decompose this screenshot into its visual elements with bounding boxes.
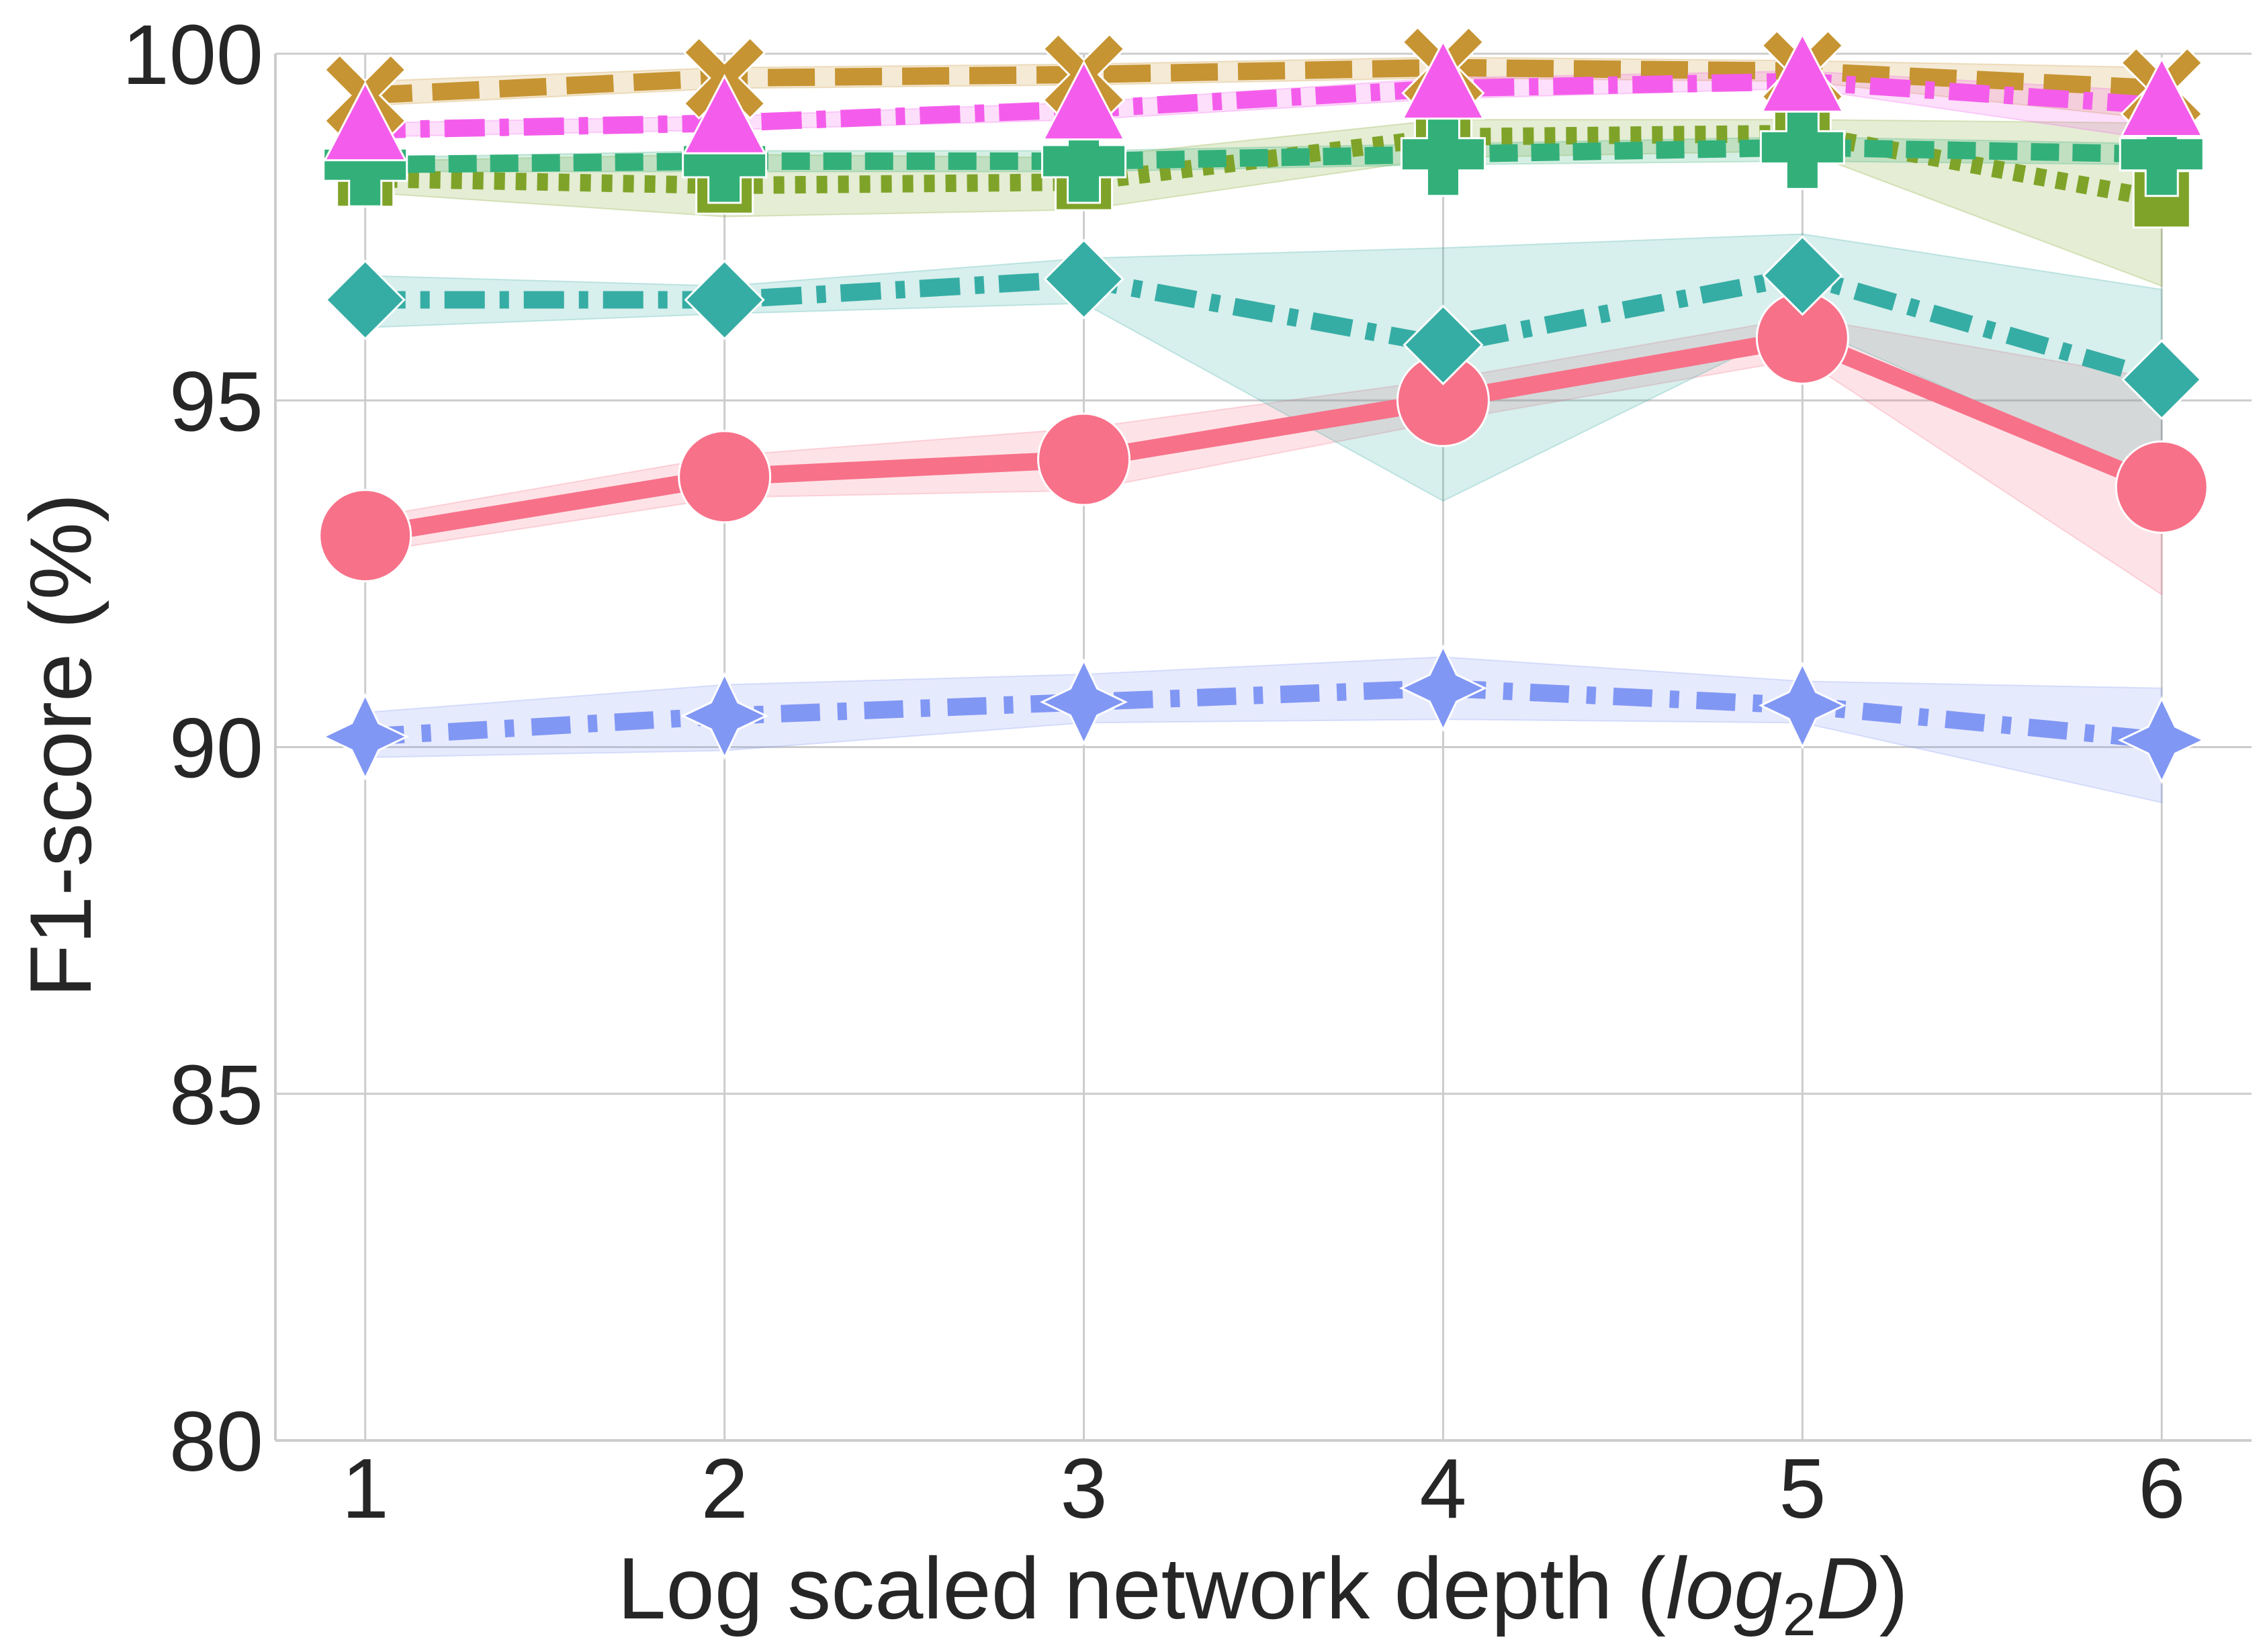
series-pink-circle-marker-2 [678, 430, 772, 524]
series-pink-circle-line [363, 329, 2166, 545]
y-tick-label: 80 [169, 1394, 263, 1489]
series-blue-star-marker-2 [680, 672, 769, 760]
x-axis-label-prefix: Log scaled network depth ( [617, 1539, 1666, 1637]
x-tick-label: 4 [1419, 1441, 1466, 1536]
series-pink-circle-marker-3 [1037, 412, 1131, 506]
x-tick-label: 6 [2138, 1441, 2185, 1536]
x-axis-label-suffix: ) [1879, 1539, 1908, 1637]
series-teal-diamond-marker-2 [684, 259, 765, 340]
series-green-plus-marker-3 [1041, 118, 1127, 204]
series-pink-circle-marker-1 [318, 489, 412, 583]
series-markers [318, 26, 2209, 784]
series-teal-diamond-marker-3 [1043, 238, 1124, 320]
x-tick-label: 1 [342, 1441, 389, 1536]
series-green-plus-marker-4 [1400, 111, 1486, 197]
series-teal-diamond-marker-5 [1762, 235, 1843, 316]
series-blue-star-marker-5 [1758, 661, 1847, 750]
series-blue-star-marker-1 [321, 692, 410, 781]
series-gold-x-line [365, 58, 2162, 104]
series-magenta-triangle-marker-5 [1760, 32, 1845, 113]
y-tick-label: 90 [169, 701, 263, 796]
series-teal-diamond-marker-4 [1403, 304, 1484, 385]
series-magenta-triangle-marker-4 [1401, 39, 1485, 120]
y-tick-label: 100 [122, 7, 263, 102]
x-axis-label-subscript: 2 [1783, 1581, 1816, 1649]
series-magenta-triangle-marker-6 [2119, 56, 2204, 137]
series-teal-diamond-line [365, 267, 2164, 388]
x-tick-label: 2 [701, 1441, 748, 1536]
tick-labels: 80 85 90 95 100 1 2 3 4 5 6 [122, 7, 2186, 1536]
y-axis-label: F1-score (%) [11, 493, 109, 997]
y-tick-label: 85 [169, 1048, 263, 1142]
x-axis-label-math: log [1666, 1539, 1782, 1637]
series-magenta-triangle-marker-2 [682, 74, 767, 154]
series-lines [363, 58, 2166, 749]
series-green-plus-marker-6 [2119, 111, 2205, 197]
series-magenta-triangle-marker-3 [1042, 60, 1126, 141]
x-axis-label-variable: D [1816, 1539, 1879, 1637]
series-teal-diamond-marker-6 [2121, 339, 2203, 420]
series-teal-diamond-marker-1 [324, 259, 406, 340]
x-tick-label: 3 [1061, 1441, 1108, 1536]
axis-spines [274, 54, 2252, 1442]
series-blue-star-marker-4 [1398, 644, 1487, 733]
series-magenta-triangle-line [365, 73, 2163, 139]
series-blue-star-marker-6 [2117, 696, 2206, 784]
series-magenta-triangle-marker-1 [323, 81, 408, 162]
x-axis-label: Log scaled network depth (log2D) [617, 1539, 1908, 1649]
series-green-plus-line [365, 138, 2162, 174]
axis-labels: F1-score (%) Log scaled network depth (l… [11, 493, 1908, 1649]
y-tick-label: 95 [169, 354, 263, 449]
series-pink-circle-marker-6 [2115, 440, 2209, 534]
series-blue-star-marker-3 [1040, 657, 1128, 746]
x-tick-label: 5 [1779, 1441, 1826, 1536]
series-green-plus-marker-5 [1759, 104, 1845, 190]
